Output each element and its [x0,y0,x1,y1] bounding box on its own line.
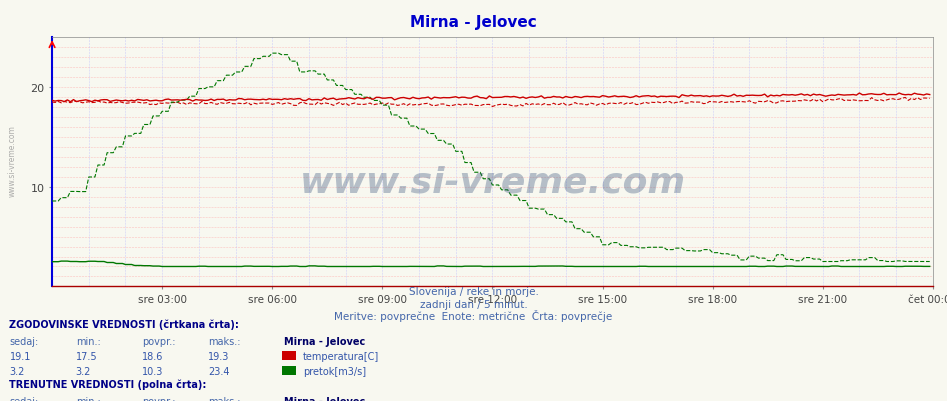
Text: 3.2: 3.2 [9,366,25,376]
Text: maks.:: maks.: [208,336,241,346]
Text: Mirna - Jelovec: Mirna - Jelovec [284,336,366,346]
Text: min.:: min.: [76,336,100,346]
Text: temperatura[C]: temperatura[C] [303,351,380,361]
Text: Meritve: povprečne  Enote: metrične  Črta: povprečje: Meritve: povprečne Enote: metrične Črta:… [334,309,613,321]
Text: 10.3: 10.3 [142,366,164,376]
Text: ZGODOVINSKE VREDNOSTI (črtkana črta):: ZGODOVINSKE VREDNOSTI (črtkana črta): [9,318,240,329]
Text: 23.4: 23.4 [208,366,230,376]
Text: www.si-vreme.com: www.si-vreme.com [8,125,17,196]
Text: www.si-vreme.com: www.si-vreme.com [299,165,686,199]
Text: 17.5: 17.5 [76,351,98,361]
Text: pretok[m3/s]: pretok[m3/s] [303,366,366,376]
Text: Slovenija / reke in morje.: Slovenija / reke in morje. [408,287,539,297]
Text: povpr.:: povpr.: [142,336,175,346]
Text: 19.1: 19.1 [9,351,31,361]
Text: povpr.:: povpr.: [142,396,175,401]
Text: zadnji dan / 5 minut.: zadnji dan / 5 minut. [420,299,527,309]
Text: sedaj:: sedaj: [9,396,39,401]
Text: sedaj:: sedaj: [9,336,39,346]
Text: TRENUTNE VREDNOSTI (polna črta):: TRENUTNE VREDNOSTI (polna črta): [9,379,206,389]
Text: Mirna - Jelovec: Mirna - Jelovec [410,15,537,30]
Text: Mirna - Jelovec: Mirna - Jelovec [284,396,366,401]
Text: 3.2: 3.2 [76,366,91,376]
Text: 19.3: 19.3 [208,351,230,361]
Text: maks.:: maks.: [208,396,241,401]
Text: min.:: min.: [76,396,100,401]
Text: 18.6: 18.6 [142,351,164,361]
